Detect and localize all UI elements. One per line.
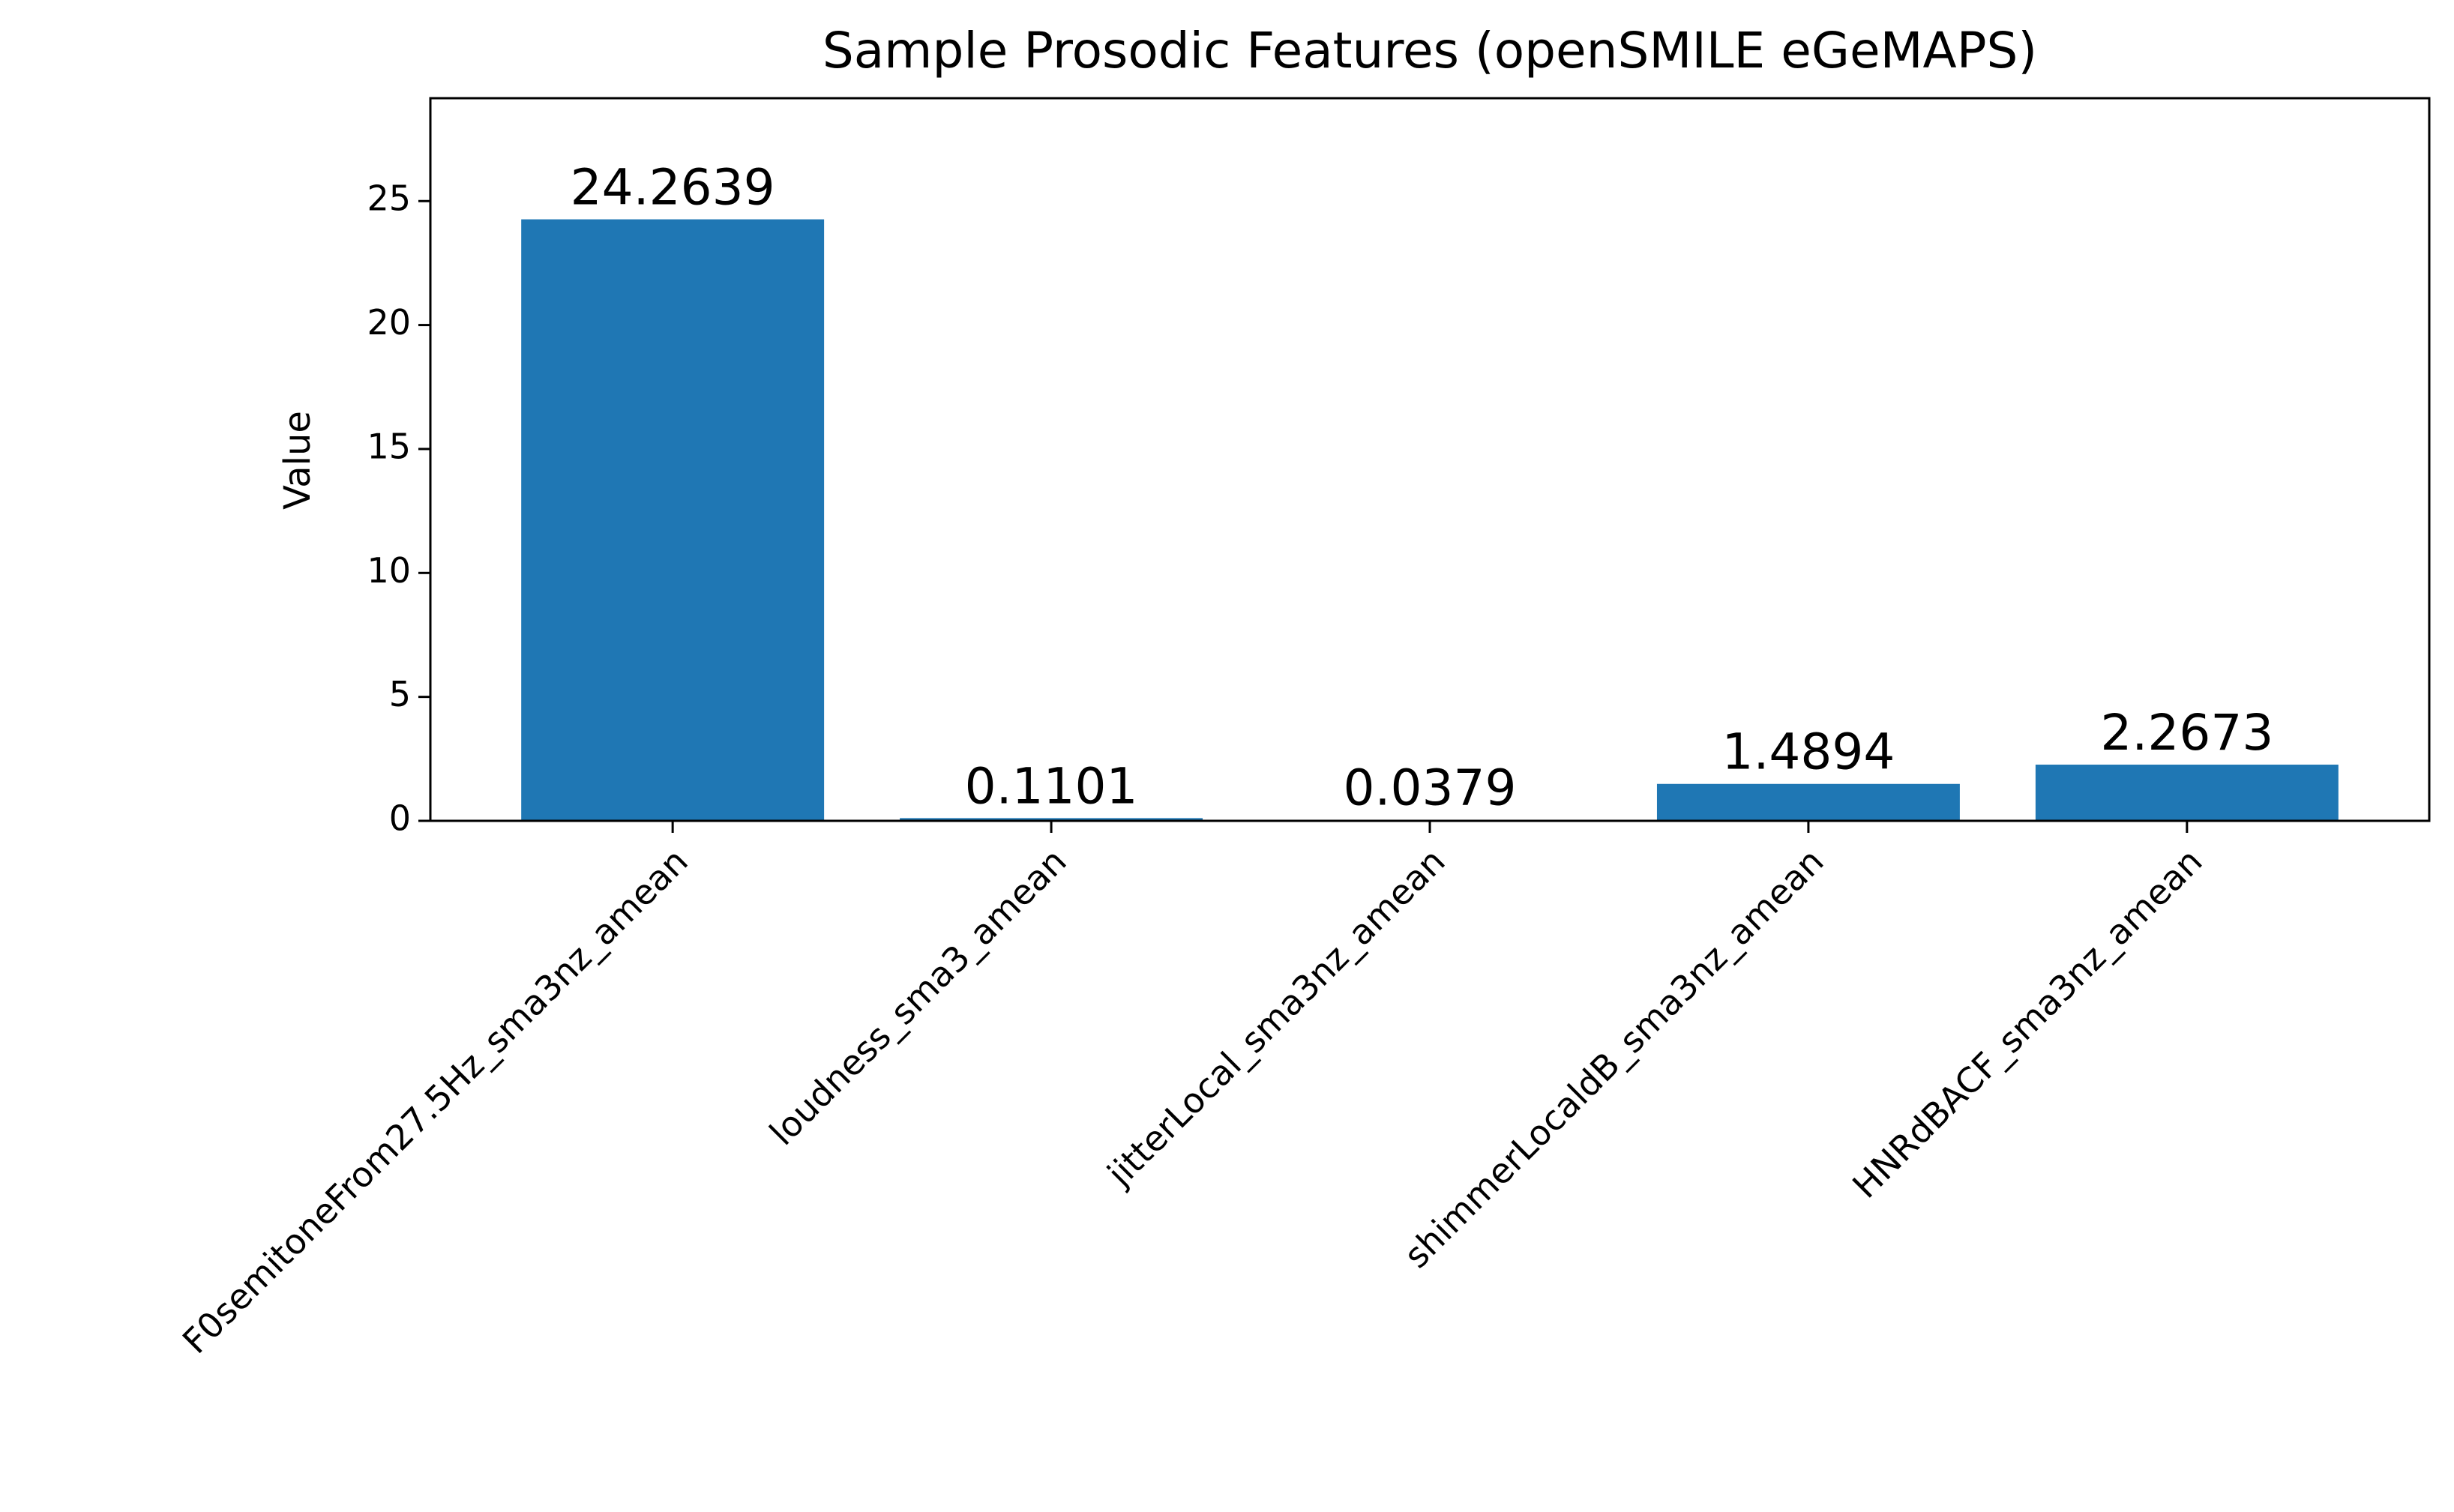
bar [1656, 783, 1960, 821]
y-tick-label: 25 [367, 178, 411, 219]
y-tick-label: 0 [389, 798, 411, 839]
bar [2035, 765, 2339, 821]
y-axis-label: Value [277, 411, 319, 510]
data-label: 1.4894 [1721, 723, 1895, 781]
y-tick-label: 10 [367, 550, 411, 591]
bar [900, 818, 1203, 821]
data-label: 0.0379 [1344, 759, 1517, 817]
y-tick-label: 5 [389, 674, 411, 714]
data-label: 0.1101 [965, 757, 1138, 815]
plot-frame [429, 97, 2431, 822]
data-label: 2.2673 [2100, 704, 2273, 762]
y-tick-label: 15 [367, 426, 411, 466]
y-tick-label: 20 [367, 302, 411, 343]
bar [521, 219, 825, 821]
data-label: 24.2639 [571, 159, 775, 217]
chart-title: Sample Prosodic Features (openSMILE eGeM… [822, 22, 2037, 79]
